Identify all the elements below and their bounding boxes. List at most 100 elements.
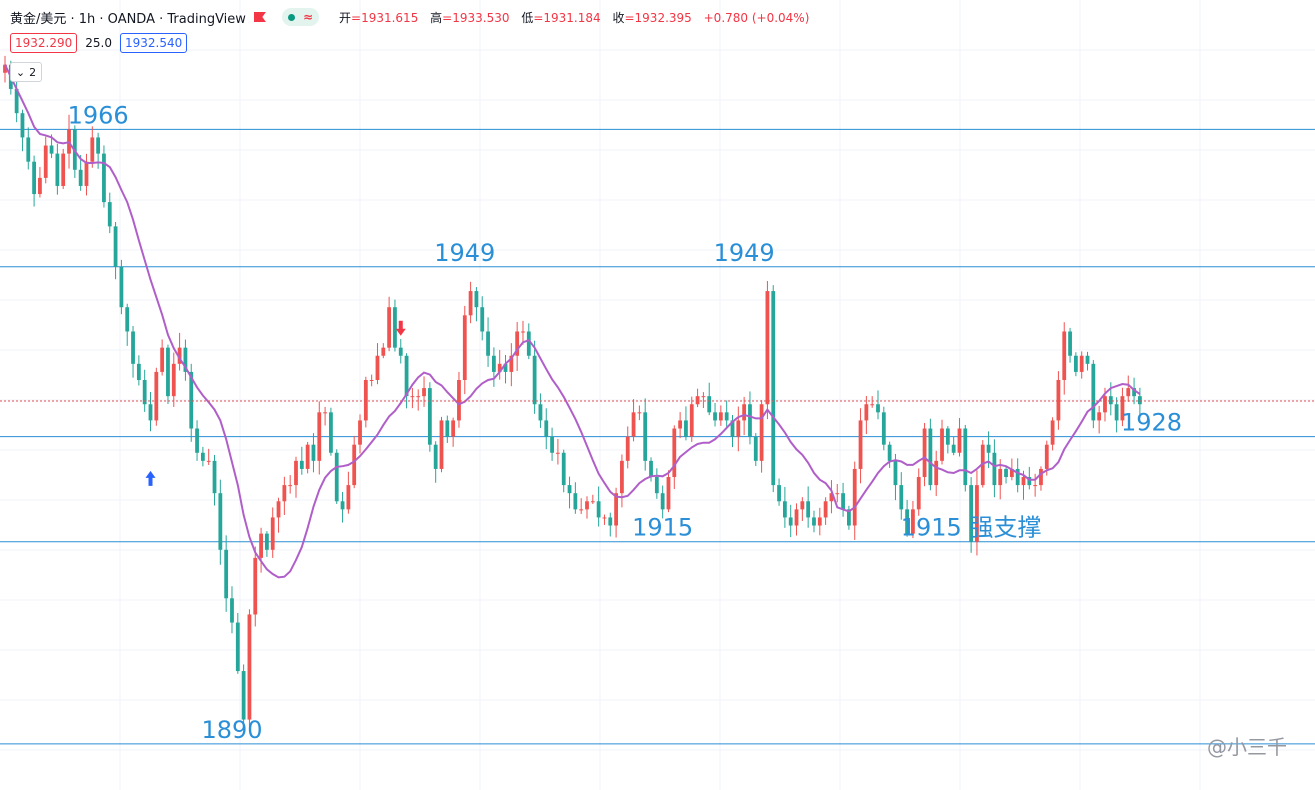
- level-label: 1890: [201, 716, 262, 744]
- candle-body: [78, 169, 83, 186]
- candle-body: [1044, 444, 1049, 469]
- candle-body: [823, 501, 828, 518]
- candle-body: [171, 363, 176, 397]
- candle-body: [1138, 396, 1142, 405]
- candle-body: [718, 412, 723, 421]
- quote-row: 1932.290 25.0 1932.540: [10, 33, 188, 53]
- candle-body: [474, 291, 479, 308]
- close-value: =1932.395: [624, 10, 692, 25]
- candle-body: [573, 493, 578, 510]
- level-label: 1915 强支撑: [901, 514, 1042, 542]
- candles: [3, 55, 1142, 728]
- candle-body: [590, 501, 595, 503]
- candle-body: [858, 420, 863, 469]
- candle-body: [660, 493, 665, 510]
- candle-body: [1027, 477, 1032, 486]
- candle-body: [794, 509, 799, 526]
- candle-body: [1050, 420, 1055, 445]
- spread-value: 25.0: [85, 36, 112, 50]
- candle-body: [1103, 396, 1107, 413]
- candle-body: [259, 533, 263, 558]
- candle-body: [777, 485, 781, 502]
- candle-body: [55, 153, 60, 186]
- candle-body: [253, 557, 258, 615]
- strategy-signals: [145, 320, 406, 486]
- candle-body: [247, 614, 252, 720]
- candle-body: [957, 428, 962, 453]
- candle-body: [422, 388, 426, 397]
- candle-body: [125, 307, 130, 332]
- candle-body: [1097, 412, 1102, 421]
- candle-body: [90, 137, 95, 162]
- candle-body: [113, 226, 118, 267]
- candle-body: [812, 517, 816, 526]
- candle-body: [352, 444, 357, 486]
- candle-body: [230, 598, 234, 623]
- candle-body: [870, 404, 875, 406]
- candle-body: [614, 493, 618, 526]
- candle-body: [730, 420, 735, 437]
- candle-body: [486, 331, 490, 356]
- candle-body: [771, 291, 776, 486]
- candle-body: [1132, 388, 1136, 397]
- candle-body: [200, 452, 205, 461]
- candle-body: [1015, 468, 1020, 486]
- candle-body: [451, 420, 456, 437]
- candle-body: [526, 331, 531, 356]
- candle-body: [561, 452, 566, 486]
- candle-body: [759, 404, 764, 461]
- candle-body: [480, 307, 485, 332]
- market-status-pill[interactable]: ≈: [281, 8, 319, 26]
- candle-body: [556, 452, 560, 454]
- candle-body: [96, 137, 101, 154]
- candle-body: [945, 428, 950, 445]
- candle-body: [620, 460, 624, 494]
- candle-body: [1033, 485, 1038, 487]
- horizontal-levels: [0, 128, 1315, 745]
- candle-body: [922, 428, 927, 478]
- candle-body: [992, 452, 997, 486]
- candle-body: [1108, 396, 1113, 405]
- candle-body: [864, 404, 869, 421]
- candle-body: [701, 396, 706, 398]
- candle-body: [166, 347, 170, 397]
- candle-body: [736, 420, 741, 437]
- candle-body: [649, 460, 653, 478]
- candle-body: [753, 436, 758, 461]
- candle-body: [195, 428, 199, 453]
- candle-body: [363, 380, 368, 421]
- candle-body: [1021, 477, 1026, 486]
- candle-body: [32, 161, 36, 195]
- candle-body: [928, 428, 933, 486]
- candle-body: [899, 485, 904, 510]
- candle-body: [1062, 331, 1067, 380]
- candle-body: [521, 331, 525, 333]
- sell-price-button[interactable]: 1932.290: [10, 33, 78, 53]
- candle-body: [427, 388, 432, 445]
- candle-body: [218, 493, 223, 550]
- candle-body: [457, 380, 461, 421]
- candle-body: [1004, 468, 1008, 478]
- candle-body: [800, 501, 805, 510]
- candle-body: [806, 501, 811, 518]
- candle-body: [782, 501, 787, 518]
- candle-body: [643, 412, 648, 461]
- candle-body: [1039, 468, 1043, 486]
- watermark: @小三千: [1207, 735, 1287, 759]
- market-open-dot-icon: [287, 13, 295, 21]
- candle-body: [695, 396, 700, 405]
- candle-body: [532, 355, 537, 405]
- flag-icon[interactable]: [253, 12, 266, 22]
- candle-body: [323, 412, 327, 414]
- buy-signal-arrow-icon: [145, 470, 156, 486]
- buy-price-button[interactable]: 1932.540: [119, 33, 188, 53]
- candle-body: [393, 307, 397, 348]
- candle-body: [235, 622, 240, 672]
- candle-body: [445, 420, 450, 437]
- candle-body: [567, 485, 572, 494]
- candle-body: [160, 347, 165, 372]
- indicator-collapse-button[interactable]: ⌄ 2: [10, 62, 42, 82]
- candle-body: [1068, 331, 1072, 356]
- candle-body: [148, 404, 153, 421]
